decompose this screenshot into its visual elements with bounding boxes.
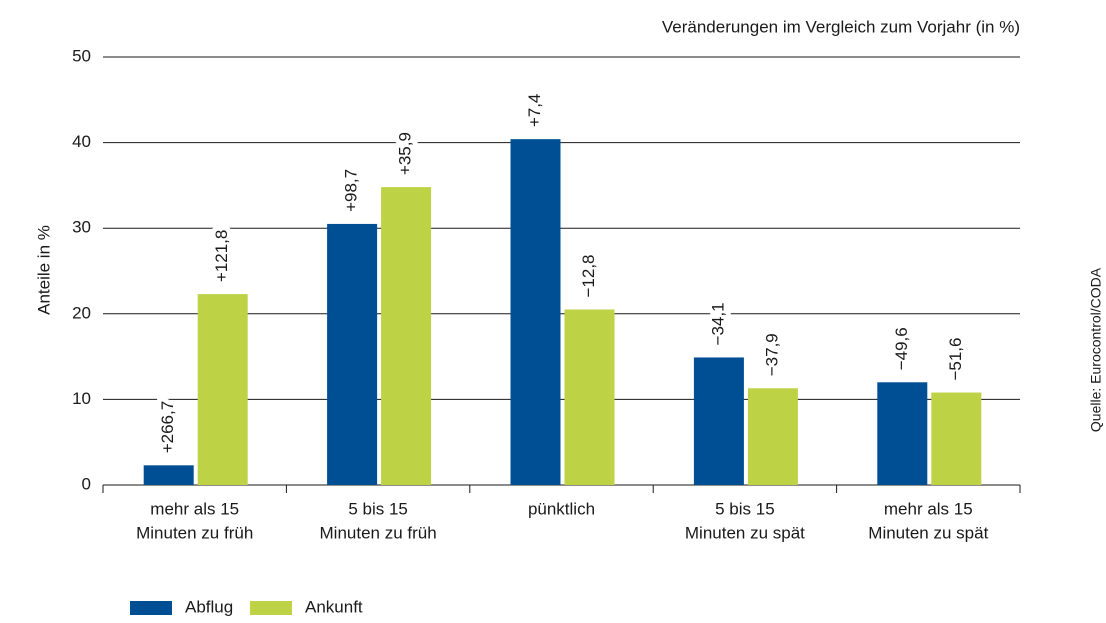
y-axis-label: Anteile in % bbox=[34, 225, 53, 315]
bar bbox=[693, 357, 744, 485]
x-tick-label: Minuten zu früh bbox=[320, 523, 437, 542]
bar bbox=[877, 382, 928, 485]
x-tick-label: Minuten zu früh bbox=[136, 523, 253, 542]
x-tick-label: pünktlich bbox=[528, 499, 595, 518]
bar bbox=[197, 294, 248, 485]
change-label: −49,6 bbox=[892, 327, 911, 370]
x-tick-label: Minuten zu spät bbox=[868, 523, 988, 542]
change-label: −34,1 bbox=[708, 302, 727, 345]
subtitle: Veränderungen im Vergleich zum Vorjahr (… bbox=[662, 17, 1020, 36]
y-tick-label: 40 bbox=[72, 132, 91, 151]
x-tick-label: mehr als 15 bbox=[884, 499, 973, 518]
change-label: +266,7 bbox=[158, 401, 177, 453]
x-tick-label: 5 bis 15 bbox=[715, 499, 775, 518]
change-label: +7,4 bbox=[525, 94, 544, 128]
change-label: −37,9 bbox=[762, 333, 781, 376]
y-tick-label: 10 bbox=[72, 389, 91, 408]
bar bbox=[510, 139, 561, 485]
x-tick-label: Minuten zu spät bbox=[685, 523, 805, 542]
change-label: +98,7 bbox=[342, 169, 361, 212]
legend-swatch bbox=[250, 601, 292, 615]
x-tick-label: mehr als 15 bbox=[150, 499, 239, 518]
legend-label: Abflug bbox=[185, 597, 233, 616]
bar bbox=[747, 388, 798, 485]
bar bbox=[327, 223, 378, 486]
change-label: +35,9 bbox=[396, 132, 415, 175]
y-tick-label: 0 bbox=[82, 474, 91, 493]
bar bbox=[381, 187, 432, 485]
legend-label: Ankunft bbox=[305, 597, 363, 616]
x-tick-label: 5 bis 15 bbox=[348, 499, 408, 518]
y-tick-label: 30 bbox=[72, 218, 91, 237]
bar bbox=[564, 309, 615, 485]
legend-swatch bbox=[130, 601, 172, 615]
y-tick-label: 50 bbox=[72, 46, 91, 65]
change-label: −51,6 bbox=[946, 338, 965, 381]
bar bbox=[143, 465, 194, 485]
bar bbox=[931, 392, 982, 485]
change-label: −12,8 bbox=[579, 255, 598, 298]
source: Quelle: Eurocontrol/CODA bbox=[1088, 267, 1104, 432]
change-label: +121,8 bbox=[212, 230, 231, 282]
y-tick-label: 20 bbox=[72, 303, 91, 322]
